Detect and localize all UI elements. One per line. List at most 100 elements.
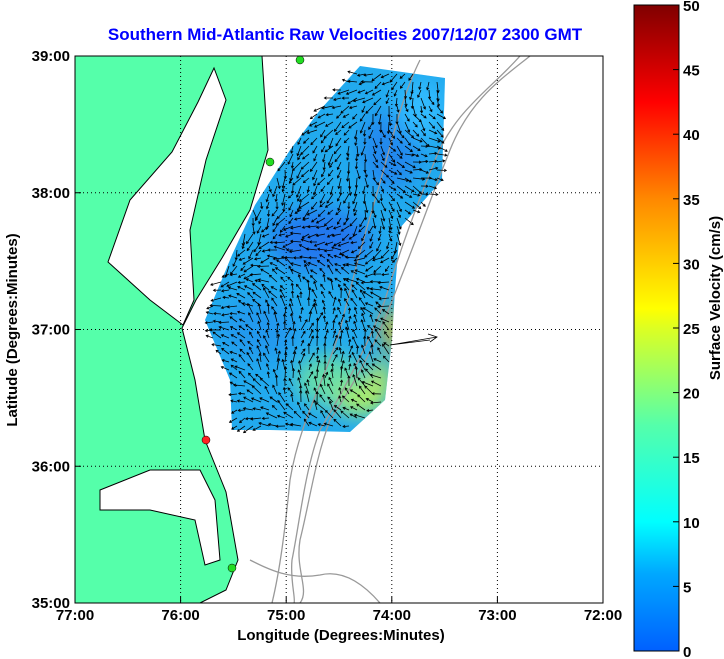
velocity-arrow	[293, 410, 302, 419]
velocity-arrow	[271, 268, 278, 275]
velocity-arrow	[349, 389, 358, 395]
velocity-arrow	[341, 395, 350, 403]
velocity-arrow	[353, 209, 358, 217]
velocity-arrow	[396, 217, 402, 230]
velocity-arrow	[399, 81, 406, 89]
velocity-arrow	[222, 295, 230, 300]
velocity-arrow	[360, 80, 374, 84]
velocity-arrow	[315, 334, 319, 347]
velocity-arrow	[310, 269, 318, 275]
velocity-arrow	[288, 201, 294, 211]
velocity-arrow	[272, 225, 278, 233]
velocity-arrow	[350, 270, 358, 275]
velocity-arrow	[332, 225, 342, 230]
velocity-arrow	[352, 193, 358, 205]
velocity-arrow	[335, 209, 342, 216]
velocity-arrow	[380, 209, 386, 222]
velocity-arrow	[237, 408, 246, 412]
y-tick-label: 39:00	[32, 48, 70, 65]
velocity-arrow	[323, 342, 327, 355]
velocity-arrow	[428, 185, 438, 190]
velocity-arrow	[242, 257, 254, 265]
velocity-arrow	[323, 96, 333, 100]
velocity-arrow	[238, 318, 246, 323]
velocity-arrow	[324, 321, 329, 331]
velocity-arrow	[268, 185, 272, 193]
velocity-arrow	[317, 209, 326, 217]
velocity-arrow	[246, 233, 254, 245]
velocity-arrow	[385, 97, 390, 105]
velocity-arrow	[333, 405, 342, 411]
velocity-arrow	[265, 344, 270, 355]
velocity-arrow	[333, 409, 342, 419]
velocity-arrow	[267, 248, 277, 252]
velocity-arrow	[355, 249, 366, 258]
velocity-arrow	[399, 73, 406, 79]
velocity-arrow	[272, 217, 278, 227]
x-tick-label: 72:00	[584, 607, 622, 624]
velocity-arrow	[428, 121, 435, 129]
velocity-arrow	[254, 279, 262, 283]
velocity-arrow	[428, 192, 439, 197]
velocity-arrow	[300, 238, 310, 243]
velocity-arrow	[287, 276, 294, 283]
velocity-arrow	[313, 153, 318, 162]
velocity-arrow	[313, 399, 318, 411]
velocity-arrow	[265, 412, 278, 419]
velocity-arrow	[324, 241, 334, 246]
velocity-arrow	[257, 278, 270, 283]
velocity-arrow	[353, 262, 366, 267]
velocity-arrow	[420, 97, 426, 110]
velocity-arrow	[326, 233, 334, 238]
velocity-arrow	[300, 161, 310, 170]
velocity-arrow	[336, 113, 342, 119]
velocity-arrow	[248, 249, 254, 260]
velocity-arrow	[436, 159, 446, 163]
velocity-arrow	[382, 321, 390, 331]
velocity-arrow	[380, 185, 384, 193]
velocity-arrow	[256, 225, 262, 234]
velocity-arrow	[255, 249, 262, 257]
velocity-arrow	[332, 296, 337, 307]
velocity-arrow	[380, 249, 390, 259]
velocity-arrow	[296, 294, 302, 307]
velocity-arrow	[396, 145, 403, 156]
velocity-arrow	[367, 336, 374, 347]
velocity-arrow	[308, 256, 318, 260]
velocity-arrow	[275, 259, 286, 267]
velocity-arrow	[359, 121, 366, 134]
velocity-arrow	[327, 153, 334, 166]
velocity-arrow	[307, 233, 318, 239]
velocity-arrow	[309, 161, 318, 173]
velocity-arrow	[289, 169, 294, 182]
velocity-arrow	[339, 379, 344, 387]
velocity-arrow	[352, 97, 366, 103]
velocity-arrow	[292, 346, 298, 355]
velocity-arrow	[349, 413, 358, 419]
velocity-arrow	[340, 105, 350, 114]
velocity-arrow	[372, 249, 382, 260]
velocity-arrow	[283, 377, 287, 387]
velocity-arrow	[392, 257, 398, 263]
velocity-arrow	[404, 105, 409, 113]
velocity-arrow	[241, 241, 246, 250]
velocity-arrow	[248, 346, 254, 355]
velocity-arrow	[301, 169, 310, 178]
velocity-arrow	[309, 113, 318, 120]
velocity-arrow	[256, 345, 262, 355]
velocity-arrow	[370, 330, 374, 339]
velocity-arrow	[377, 233, 382, 242]
velocity-arrow	[334, 153, 342, 163]
velocity-arrow	[362, 97, 374, 104]
velocity-arrow	[265, 201, 270, 210]
velocity-arrow	[338, 395, 342, 403]
velocity-arrow	[380, 257, 390, 264]
velocity-arrow	[337, 89, 350, 95]
velocity-arrow	[388, 193, 395, 202]
velocity-arrow	[383, 342, 390, 347]
velocity-arrow	[315, 217, 326, 224]
velocity-arrow	[381, 309, 390, 315]
velocity-arrow	[298, 360, 302, 371]
velocity-arrow	[388, 161, 397, 166]
velocity-arrow	[352, 113, 358, 120]
